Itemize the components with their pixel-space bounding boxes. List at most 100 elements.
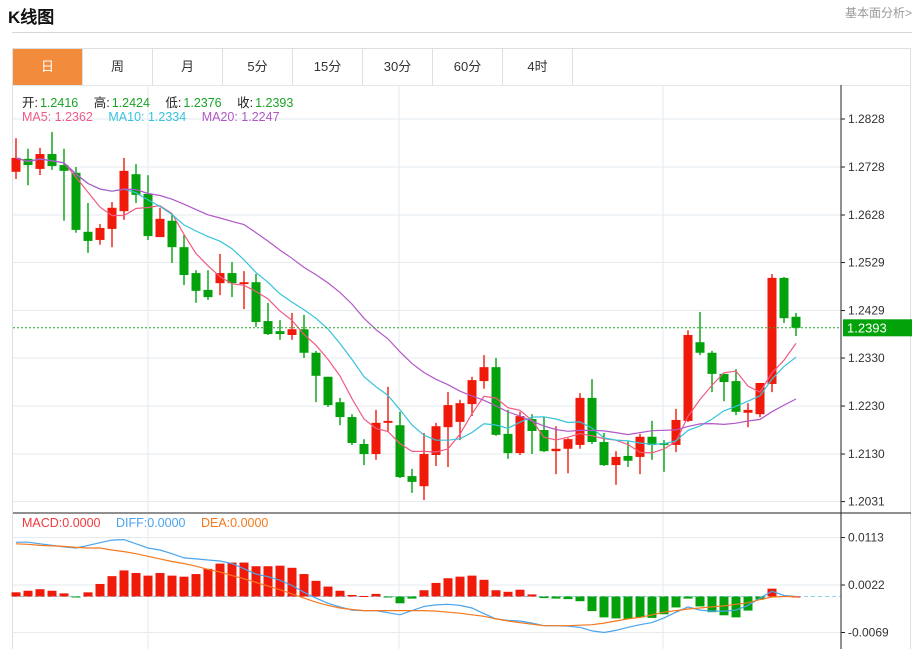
- candle-up: [671, 419, 681, 445]
- candle-up: [515, 416, 525, 454]
- candle-down: [203, 289, 213, 298]
- macd-bar: [467, 575, 477, 597]
- macd-bar: [119, 570, 129, 597]
- macd-bar: [239, 562, 249, 597]
- macd-bar: [155, 573, 165, 597]
- ohlc-info: 开: 1.2416 高: 1.2424 低: 1.2376 收: 1.2393: [22, 92, 295, 111]
- macd-bar: [359, 595, 369, 597]
- tab-week[interactable]: 周: [83, 49, 153, 85]
- ma10-line: [15, 157, 797, 445]
- macd-bar: [491, 590, 501, 597]
- macd-bar: [395, 596, 405, 604]
- candle-up: [35, 154, 45, 169]
- candle-down: [587, 397, 597, 443]
- macd-panel: [11, 538, 841, 634]
- candle-up: [635, 436, 645, 457]
- macd-bar: [431, 582, 441, 597]
- candle-down: [539, 430, 549, 452]
- tab-day[interactable]: 日: [13, 49, 83, 85]
- tick-label: 1.2728: [848, 160, 885, 174]
- macd-bar: [563, 596, 573, 600]
- macd-bar: [635, 596, 645, 618]
- candle-up: [455, 403, 465, 422]
- macd-bar: [695, 596, 705, 607]
- candle-down: [71, 172, 81, 230]
- macd-bar: [95, 583, 105, 597]
- macd-bar: [287, 567, 297, 597]
- macd-bar: [659, 596, 669, 615]
- candle-down: [275, 331, 285, 335]
- candles: [11, 131, 801, 501]
- candle-down: [83, 231, 93, 241]
- macd-bar: [407, 596, 417, 599]
- candle-down: [167, 220, 177, 248]
- candle-down: [647, 436, 657, 445]
- macd-bar: [455, 576, 465, 597]
- tick-label: 1.2330: [848, 351, 885, 365]
- axes: 1.2828 1.2728 1.2628 1.2529 1.2429 1.2330 1.22…: [13, 85, 912, 649]
- candle-up: [215, 273, 225, 284]
- candle-up: [767, 277, 777, 384]
- candle-down: [719, 373, 729, 383]
- macd-bar: [443, 578, 453, 597]
- tick-label: 0.0022: [848, 578, 885, 592]
- macd-bar: [371, 593, 381, 597]
- macd-bar: [683, 596, 693, 599]
- candle-up: [683, 335, 693, 421]
- macd-bar: [167, 575, 177, 597]
- candle-up: [467, 380, 477, 405]
- macd-bar: [131, 573, 141, 597]
- macd-bar: [551, 596, 561, 599]
- tick-label: 1.2429: [848, 304, 885, 318]
- tab-30min[interactable]: 30分: [363, 49, 433, 85]
- tab-month[interactable]: 月: [153, 49, 223, 85]
- candle-down: [407, 476, 417, 482]
- candle-down: [311, 352, 321, 376]
- macd-bar: [83, 592, 93, 597]
- candle-down: [263, 321, 273, 335]
- macd-bar: [599, 596, 609, 618]
- candle-down: [347, 417, 357, 443]
- macd-value: MACD:0.0000: [22, 516, 101, 530]
- candle-down: [143, 193, 153, 237]
- tab-15min[interactable]: 15分: [293, 49, 363, 85]
- candle-up: [611, 456, 621, 466]
- page-title: K线图: [8, 8, 55, 27]
- candle-down: [791, 316, 801, 328]
- candle-down: [779, 277, 789, 319]
- candle-up: [95, 227, 105, 240]
- tab-5min[interactable]: 5分: [223, 49, 293, 85]
- macd-bar: [227, 562, 237, 597]
- macd-info: MACD:0.0000 DIFF:0.0000 DEA:0.0000: [22, 516, 270, 530]
- macd-bar: [107, 576, 117, 597]
- macd-bar: [299, 574, 309, 597]
- macd-bar: [767, 588, 777, 597]
- candle-down: [335, 402, 345, 418]
- macd-bar: [347, 594, 357, 597]
- macd-bar: [743, 596, 753, 611]
- macd-bar: [23, 590, 33, 597]
- candle-down: [491, 367, 501, 435]
- ma5-line: [15, 157, 797, 454]
- macd-bar: [263, 566, 273, 597]
- candle-up: [107, 207, 117, 229]
- diff-value: DIFF:0.0000: [116, 516, 186, 530]
- macd-bar: [191, 574, 201, 597]
- macd-bar: [479, 579, 489, 597]
- low-label: 低:: [165, 96, 182, 110]
- moving-averages: [13, 157, 841, 454]
- divider: [12, 32, 912, 33]
- current-price-label: 1.2393: [847, 320, 887, 335]
- macd-bar: [203, 568, 213, 597]
- candle-up: [287, 329, 297, 335]
- tab-60min[interactable]: 60分: [433, 49, 503, 85]
- tick-label: 1.2130: [848, 447, 885, 461]
- candle-down: [503, 433, 513, 454]
- dea-value: DEA:0.0000: [200, 516, 269, 530]
- candle-down: [395, 425, 405, 478]
- tab-4hour[interactable]: 4时: [503, 49, 573, 85]
- high-label: 高:: [93, 96, 110, 110]
- period-tabs: 日 周 月 5分 15分 30分 60分 4时: [13, 49, 911, 86]
- fundamental-analysis-link[interactable]: 基本面分析>: [844, 6, 912, 20]
